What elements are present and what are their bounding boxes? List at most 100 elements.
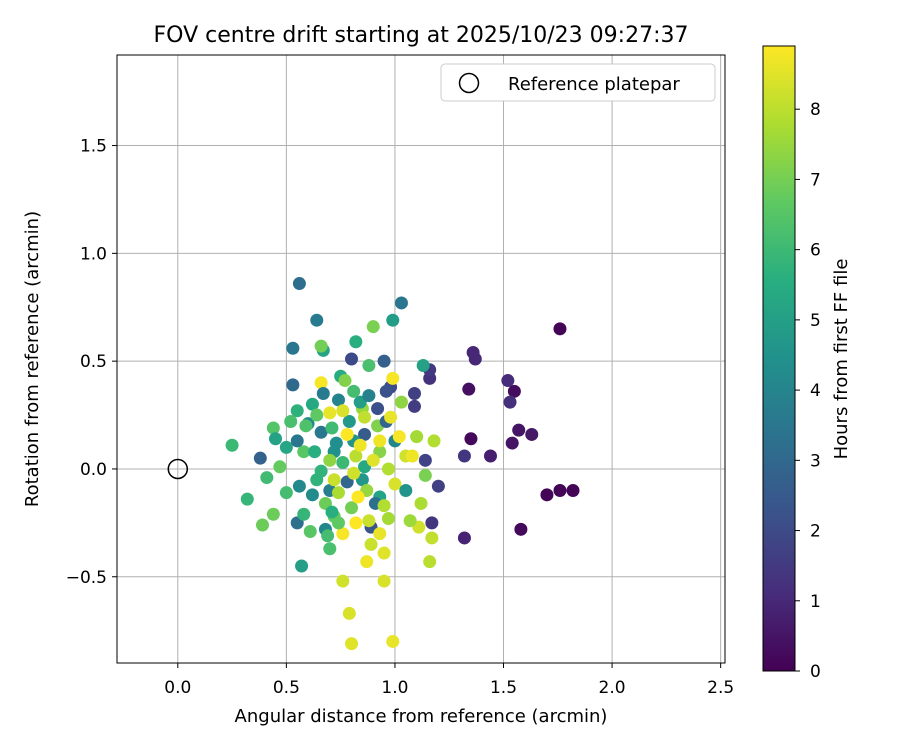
data-point bbox=[358, 427, 372, 441]
data-point bbox=[566, 484, 580, 498]
data-point bbox=[349, 335, 363, 349]
data-point bbox=[373, 434, 387, 448]
data-point bbox=[336, 455, 350, 469]
y-tick-label: 1.0 bbox=[80, 244, 107, 264]
colorbar-tick-label: 2 bbox=[810, 522, 821, 542]
y-tick-label: −0.5 bbox=[66, 568, 107, 588]
colorbar-frame bbox=[762, 45, 796, 672]
data-point bbox=[338, 374, 352, 388]
colorbar-ticks: 0 1 2 3 4 5 6 7 8 bbox=[795, 100, 821, 682]
data-point bbox=[305, 397, 319, 411]
data-points bbox=[225, 277, 580, 651]
data-point bbox=[423, 555, 437, 569]
data-point bbox=[349, 516, 363, 530]
data-point bbox=[362, 358, 376, 372]
colorbar-gradient bbox=[763, 46, 795, 671]
data-point bbox=[416, 358, 430, 372]
data-point bbox=[468, 352, 482, 366]
data-point bbox=[323, 453, 337, 467]
data-point bbox=[457, 449, 471, 463]
data-point bbox=[405, 449, 419, 463]
x-tick-label: 0.0 bbox=[164, 678, 191, 698]
data-point bbox=[483, 449, 497, 463]
data-point bbox=[323, 406, 337, 420]
data-point bbox=[386, 371, 400, 385]
data-point bbox=[457, 531, 471, 545]
data-point bbox=[399, 484, 413, 498]
data-point bbox=[403, 514, 417, 528]
data-point bbox=[290, 434, 304, 448]
data-point bbox=[316, 386, 330, 400]
data-point bbox=[345, 352, 359, 366]
x-tick-label: 1.0 bbox=[381, 678, 408, 698]
data-point bbox=[553, 322, 567, 336]
data-point bbox=[331, 393, 345, 407]
data-point bbox=[464, 432, 478, 446]
data-point bbox=[299, 419, 313, 433]
data-point bbox=[279, 486, 293, 500]
legend-marker bbox=[458, 72, 480, 94]
data-point bbox=[371, 402, 385, 416]
data-point bbox=[505, 436, 519, 450]
x-ticks: 0.0 0.5 1.0 1.5 2.0 2.5 bbox=[164, 663, 734, 698]
data-point bbox=[297, 445, 311, 459]
plot-area bbox=[117, 55, 725, 663]
data-point bbox=[394, 395, 408, 409]
data-point bbox=[323, 542, 337, 556]
colorbar-tick-label: 6 bbox=[810, 241, 821, 261]
data-point bbox=[377, 546, 391, 560]
data-point bbox=[362, 514, 376, 528]
data-point bbox=[503, 395, 517, 409]
data-point bbox=[325, 505, 339, 519]
data-point bbox=[366, 453, 380, 467]
data-point bbox=[553, 484, 567, 498]
data-point bbox=[314, 339, 328, 353]
data-point bbox=[377, 354, 391, 368]
data-point bbox=[360, 555, 374, 569]
data-point bbox=[410, 430, 424, 444]
legend-label: Reference platepar bbox=[508, 74, 680, 95]
y-axis-label: Rotation from reference (arcmin) bbox=[22, 211, 43, 507]
colorbar-tick-label: 7 bbox=[810, 170, 821, 190]
data-point bbox=[381, 462, 395, 476]
data-point bbox=[418, 453, 432, 467]
data-point bbox=[336, 574, 350, 588]
data-point bbox=[295, 559, 309, 573]
data-point bbox=[540, 488, 554, 502]
reference-marker bbox=[167, 458, 189, 480]
data-point bbox=[321, 529, 335, 543]
data-point bbox=[362, 389, 376, 403]
data-point bbox=[240, 492, 254, 506]
data-point bbox=[425, 531, 439, 545]
colorbar-tick-label: 8 bbox=[810, 100, 821, 120]
colorbar-tick-label: 5 bbox=[810, 311, 821, 331]
data-point bbox=[349, 449, 363, 463]
data-point bbox=[407, 386, 421, 400]
data-point bbox=[425, 516, 439, 530]
reference-layer bbox=[167, 458, 189, 480]
data-point bbox=[366, 320, 380, 334]
data-point bbox=[327, 473, 341, 487]
y-tick-label: 1.5 bbox=[80, 137, 107, 157]
data-point bbox=[310, 473, 324, 487]
x-tick-label: 0.5 bbox=[273, 678, 300, 698]
colorbar-tick-label: 0 bbox=[810, 662, 821, 682]
data-point bbox=[336, 404, 350, 418]
data-point bbox=[303, 524, 317, 538]
colorbar-label: Hours from first FF file bbox=[831, 259, 852, 460]
data-point bbox=[373, 527, 387, 541]
data-point bbox=[340, 427, 354, 441]
data-point bbox=[414, 496, 428, 510]
data-point bbox=[273, 460, 287, 474]
data-point bbox=[269, 432, 283, 446]
data-point bbox=[331, 516, 345, 530]
data-point bbox=[381, 512, 395, 526]
data-point bbox=[347, 384, 361, 398]
data-point bbox=[325, 421, 339, 435]
data-point bbox=[310, 408, 324, 422]
data-point bbox=[255, 518, 269, 532]
data-point bbox=[292, 277, 306, 291]
y-tick-label: 0.0 bbox=[80, 460, 107, 480]
x-axis-label: Angular distance from reference (arcmin) bbox=[235, 706, 608, 727]
